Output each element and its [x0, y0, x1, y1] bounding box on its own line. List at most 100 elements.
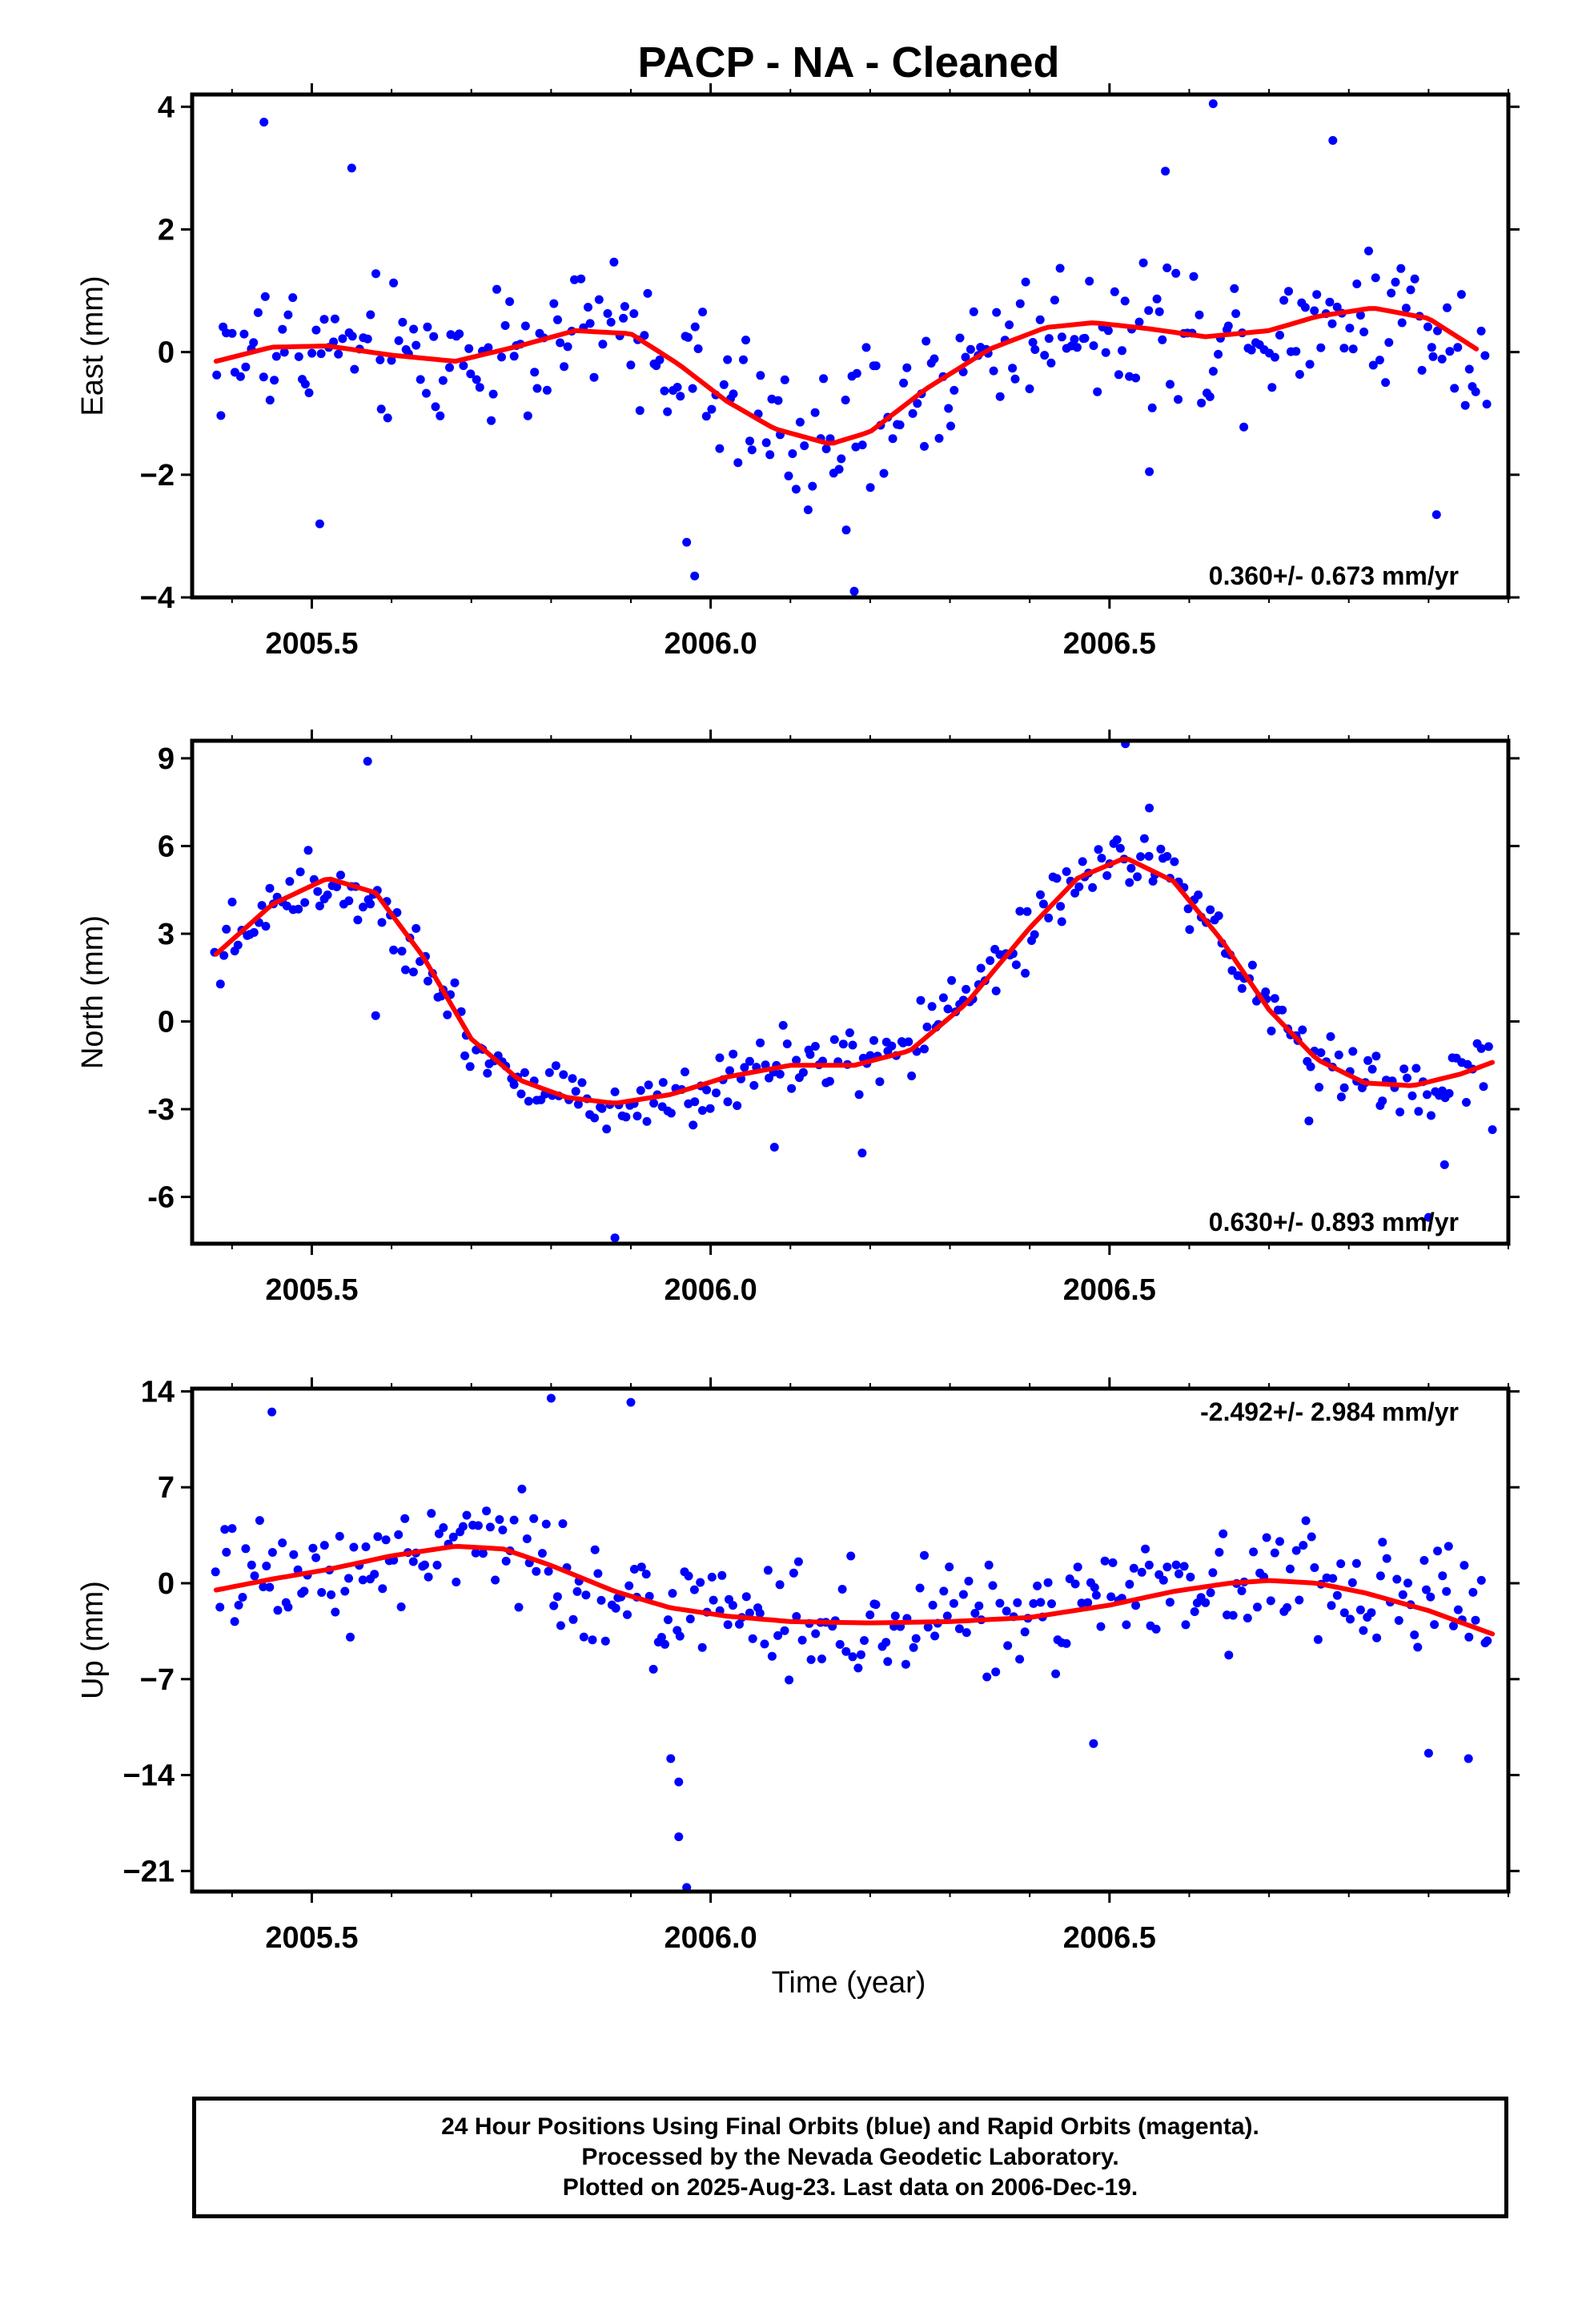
- plot-frame: [190, 738, 1511, 1246]
- data-point: [835, 1639, 845, 1649]
- data-point: [930, 354, 939, 364]
- data-point: [315, 901, 324, 911]
- data-point: [928, 1600, 938, 1610]
- data-point: [698, 308, 708, 317]
- data-point: [1422, 1585, 1431, 1594]
- data-point: [1368, 360, 1378, 370]
- data-point: [748, 1634, 757, 1643]
- data-point: [424, 1572, 433, 1582]
- data-point: [986, 956, 995, 965]
- data-point: [1174, 395, 1183, 404]
- data-point: [443, 1010, 452, 1019]
- data-point: [1239, 422, 1249, 432]
- data-point: [1057, 332, 1066, 342]
- data-point: [1052, 874, 1062, 883]
- data-point: [755, 1609, 765, 1618]
- data-point: [432, 1560, 442, 1570]
- data-point: [1070, 888, 1080, 898]
- data-point: [483, 1068, 492, 1078]
- data-point: [773, 1630, 783, 1640]
- data-point: [488, 389, 498, 399]
- data-point: [257, 901, 267, 911]
- data-point: [1387, 288, 1396, 298]
- data-point: [696, 1578, 705, 1587]
- data-point: [856, 1650, 865, 1659]
- data-point: [1332, 302, 1342, 312]
- data-point: [1047, 1599, 1056, 1609]
- data-point: [717, 1570, 727, 1580]
- data-point: [250, 1571, 259, 1581]
- data-point: [805, 1050, 815, 1059]
- data-point: [1433, 326, 1442, 336]
- panels: 2005.5 2006.0 2006.5 −4 −2 0 2 4 East (mm) 0.360+…: [76, 83, 1520, 1955]
- data-point: [1419, 1556, 1429, 1565]
- y-tick-label: 4: [158, 90, 175, 124]
- data-point: [976, 963, 986, 973]
- x-tick-label: 2005.5: [265, 1273, 358, 1307]
- data-point: [537, 1549, 547, 1558]
- data-point: [1339, 344, 1349, 353]
- data-point: [389, 278, 399, 287]
- data-point: [445, 363, 454, 372]
- data-point: [491, 1575, 500, 1585]
- data-point: [904, 1037, 913, 1047]
- data-point: [1051, 1669, 1061, 1679]
- data-point: [1036, 1598, 1046, 1607]
- data-point: [340, 1586, 350, 1596]
- data-point: [267, 1407, 277, 1417]
- data-point: [1471, 1615, 1480, 1625]
- data-point: [969, 307, 978, 316]
- data-point: [602, 1124, 612, 1134]
- data-point: [848, 1652, 857, 1662]
- data-point: [260, 292, 270, 301]
- data-point: [760, 1639, 769, 1649]
- data-point: [1375, 1571, 1385, 1581]
- data-point: [253, 308, 263, 317]
- data-point: [270, 376, 279, 385]
- plot-area: [211, 1393, 1496, 1892]
- data-point: [1371, 273, 1380, 283]
- data-point: [927, 1002, 937, 1011]
- data-point: [640, 331, 649, 340]
- data-point: [1247, 960, 1257, 970]
- data-point: [989, 366, 998, 376]
- data-point: [278, 324, 287, 334]
- data-point: [1165, 1598, 1174, 1607]
- data-point: [1430, 1620, 1439, 1630]
- data-point: [1332, 1590, 1342, 1600]
- data-point: [1162, 263, 1172, 272]
- data-point: [1267, 383, 1277, 392]
- data-point: [375, 355, 385, 364]
- data-point: [609, 257, 619, 267]
- data-point: [1114, 370, 1123, 380]
- footer-line-3: Plotted on 2025-Aug-23. Last data on 200…: [562, 2174, 1138, 2201]
- data-point: [865, 1051, 875, 1060]
- data-point: [684, 1571, 693, 1581]
- data-point: [1304, 1116, 1314, 1126]
- data-point: [773, 396, 783, 405]
- data-point: [319, 315, 329, 324]
- data-point: [901, 1659, 910, 1669]
- data-point: [921, 336, 931, 346]
- data-point: [1423, 1212, 1433, 1222]
- data-point: [1426, 1592, 1435, 1602]
- data-point: [803, 505, 813, 515]
- data-point: [641, 1570, 651, 1579]
- x-tick-label: 2006.0: [665, 627, 757, 661]
- data-point: [991, 986, 1001, 995]
- data-point: [509, 1515, 519, 1525]
- data-point: [570, 275, 579, 284]
- data-point: [1423, 322, 1432, 332]
- data-point: [452, 1578, 461, 1586]
- data-point: [505, 297, 515, 307]
- data-point: [961, 352, 970, 362]
- data-point: [212, 370, 222, 380]
- data-point: [1348, 344, 1358, 354]
- data-point: [934, 433, 944, 443]
- data-point: [848, 1040, 857, 1050]
- data-point: [239, 329, 249, 339]
- data-point: [1094, 845, 1103, 854]
- data-point: [1131, 373, 1141, 383]
- data-point: [624, 1581, 634, 1590]
- data-point: [1002, 1606, 1011, 1616]
